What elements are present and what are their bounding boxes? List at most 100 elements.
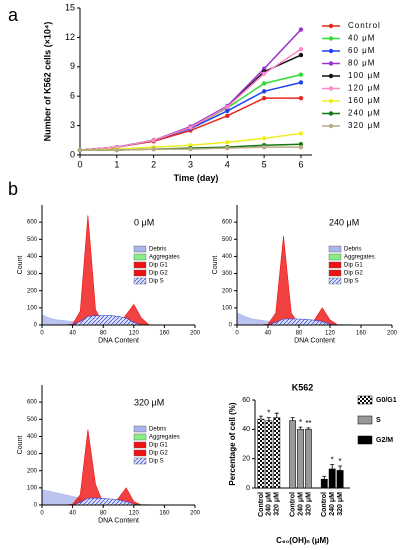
y-tick-label: 400 xyxy=(27,434,38,440)
x-tick-label: 120 xyxy=(325,330,336,336)
series-line xyxy=(79,54,302,151)
y-axis-label: Percentage of cell (%) xyxy=(228,402,237,485)
y-tick-label: 0 xyxy=(34,503,38,509)
legend-label: Dip G1 xyxy=(149,443,168,449)
x-tick-label: 200 xyxy=(387,330,398,336)
legend-swatch xyxy=(133,261,147,269)
y-tick-label: 500 xyxy=(27,417,38,423)
legend-label: Dip S xyxy=(149,459,164,465)
legend-label: 100 μM xyxy=(348,71,381,80)
error-bar xyxy=(338,465,343,471)
legend-label: Dip G1 xyxy=(344,263,363,269)
chart-title: 240 μM xyxy=(329,217,359,227)
y-tick-label: 500 xyxy=(222,237,233,243)
series-line xyxy=(79,73,302,151)
chart-title: 320 μM xyxy=(134,397,164,407)
y-tick-label: 300 xyxy=(27,271,38,277)
error-bar xyxy=(322,475,327,480)
x-tick-label: 0 xyxy=(40,330,44,336)
legend-swatch xyxy=(133,245,147,253)
legend-label: Debris xyxy=(344,247,361,253)
data-point xyxy=(151,146,156,152)
legend-swatch xyxy=(133,253,147,261)
data-point xyxy=(188,125,193,130)
x-tick-label: 120 xyxy=(129,510,140,516)
bar xyxy=(328,468,336,489)
legend-marker xyxy=(328,86,334,91)
data-point xyxy=(225,113,230,119)
legend-label: 160 μM xyxy=(348,96,381,105)
error-bar xyxy=(330,464,335,469)
y-tick-label: 20 xyxy=(242,456,250,463)
legend-label: Dip S xyxy=(149,279,164,285)
data-point xyxy=(298,72,304,77)
x-tick-label: 120 xyxy=(129,330,140,336)
legend-marker xyxy=(328,111,334,116)
legend-swatch xyxy=(357,415,373,425)
data-point xyxy=(261,81,267,86)
data-point xyxy=(261,95,267,101)
y-tick-label: 200 xyxy=(27,288,38,294)
x-tick-label: 320 μM xyxy=(274,492,281,516)
x-axis-label: DNA Content xyxy=(98,517,139,524)
chart-title: 0 μM xyxy=(134,217,154,227)
x-axis-label: DNA Content xyxy=(98,337,139,344)
x-tick-label: Control xyxy=(321,492,328,517)
legend-label: Aggregates xyxy=(344,255,375,261)
bar xyxy=(297,429,304,489)
error-bar xyxy=(266,417,271,421)
x-tick-label: 0 xyxy=(77,160,82,170)
legend-label: Dip G2 xyxy=(149,271,168,277)
bar xyxy=(273,417,281,489)
legend-marker xyxy=(328,36,334,41)
data-point xyxy=(225,104,230,110)
data-point xyxy=(225,140,230,145)
data-point xyxy=(261,71,267,76)
y-tick-label: 9 xyxy=(70,61,75,71)
y-tick-label: 15 xyxy=(65,2,75,12)
x-tick-label: 320 μM xyxy=(337,492,344,516)
legend-swatch xyxy=(357,435,373,445)
x-axis-label: DNA Content xyxy=(294,337,335,344)
x-tick-label: 40 xyxy=(265,330,272,336)
legend-label: 60 μM xyxy=(348,46,375,55)
y-tick-label: 600 xyxy=(222,220,233,226)
data-point xyxy=(298,131,304,136)
x-axis-label: Time (day) xyxy=(174,173,219,183)
data-point xyxy=(261,89,267,94)
data-point xyxy=(225,108,230,114)
y-tick-label: 300 xyxy=(222,271,233,277)
y-tick-label: 100 xyxy=(27,485,38,491)
x-tick-label: 200 xyxy=(190,330,201,336)
series-line xyxy=(79,81,302,151)
legend-label: Dip G1 xyxy=(149,263,168,269)
data-point xyxy=(298,95,304,101)
data-point xyxy=(298,46,304,52)
legend-label: 40 μM xyxy=(348,34,375,43)
legend-swatch xyxy=(133,277,147,285)
data-point xyxy=(298,27,304,32)
x-tick-label: 0 xyxy=(235,330,239,336)
legend-marker xyxy=(328,23,334,29)
y-tick-label: 400 xyxy=(27,254,38,260)
x-tick-label: 160 xyxy=(159,330,170,336)
legend-swatch xyxy=(133,441,147,449)
legend-swatch xyxy=(133,269,147,277)
legend-label: 320 μM xyxy=(348,121,381,130)
y-tick-label: 100 xyxy=(222,305,233,311)
x-tick-label: 4 xyxy=(225,160,230,170)
legend-label: 240 μM xyxy=(348,109,381,118)
legend-marker xyxy=(328,73,334,79)
y-tick-label: 12 xyxy=(65,32,75,42)
legend-label: G0/G1 xyxy=(376,397,397,404)
y-axis-label: Count xyxy=(212,256,219,275)
legend-marker xyxy=(328,48,334,54)
y-axis-label: Number of K562 cells (×10⁴) xyxy=(42,22,52,142)
series-line xyxy=(79,97,301,151)
legend-label: G2/M xyxy=(376,437,393,444)
y-tick-label: 100 xyxy=(27,305,38,311)
panel-label: a xyxy=(8,5,19,25)
x-tick-label: 2 xyxy=(151,160,156,170)
y-tick-label: 3 xyxy=(70,120,75,130)
